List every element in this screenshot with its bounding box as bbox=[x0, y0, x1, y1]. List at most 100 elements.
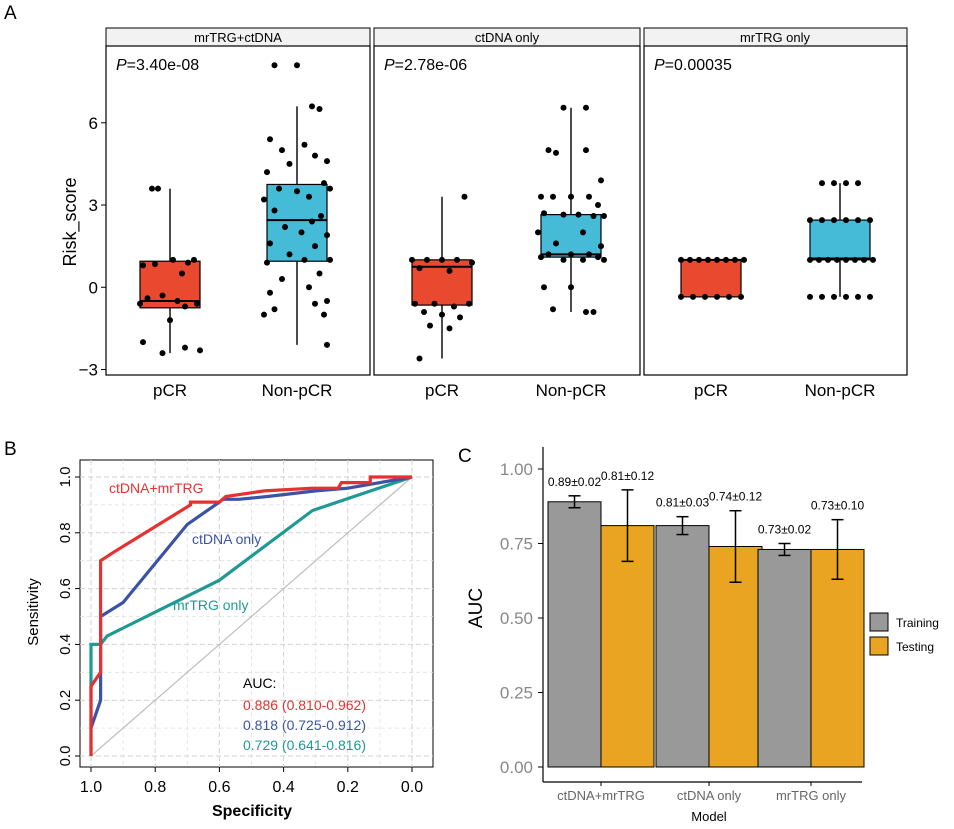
facet-1-pcr-point-14 bbox=[167, 317, 173, 324]
facet-2-nonpcr-point-15 bbox=[601, 212, 607, 219]
facet-2-nonpcr-point-12 bbox=[560, 211, 567, 218]
facet-1-nonpcr-point-36 bbox=[321, 311, 327, 318]
facet-2-nonpcr-point-5 bbox=[598, 177, 604, 184]
facet-3-pcr-point-10 bbox=[702, 293, 708, 300]
facet-1-pcr-point-4 bbox=[191, 256, 197, 263]
facet-1-nonpcr-point-4 bbox=[267, 136, 273, 143]
facet-1-nonpcr-point-15 bbox=[306, 193, 312, 200]
facet-1-nonpcr-point-28 bbox=[264, 259, 270, 266]
facet-1-pcr-point-8 bbox=[144, 295, 151, 302]
facet-2-pcr-point-0 bbox=[461, 193, 468, 200]
facet-1-nonpcr-point-1 bbox=[294, 62, 300, 69]
bar-training-0-label: 0.89±0.02 bbox=[548, 475, 602, 489]
facet-3-nonpcr-point-12 bbox=[825, 256, 831, 263]
facet-2-nonpcr-point-16 bbox=[535, 229, 541, 236]
bar-ytick-label-0: 0.00 bbox=[500, 758, 533, 777]
facet-3-pcr-point-13 bbox=[738, 293, 744, 300]
facet-1-nonpcr-point-29 bbox=[316, 270, 323, 277]
facet-2-nonpcr-point-18 bbox=[553, 240, 559, 247]
roc-curve-label-combo: ctDNA+mrTRG bbox=[109, 480, 204, 496]
facet-1-nonpcr-point-33 bbox=[324, 297, 330, 304]
facet-3-nonpcr-point-2 bbox=[843, 180, 849, 187]
bar-training-0 bbox=[547, 501, 602, 768]
facet-3-nonpcr-point-1 bbox=[831, 180, 837, 187]
bar-legend: Training Testing bbox=[869, 612, 939, 656]
facet-1-pcr-point-18 bbox=[197, 347, 203, 354]
facet-2-nonpcr-point-1 bbox=[583, 104, 589, 111]
bar-ytick-label-1: 0.25 bbox=[500, 684, 533, 703]
facet-1-nonpcr-point-16 bbox=[261, 196, 267, 203]
facet-3-nonpcr-point-20 bbox=[831, 293, 837, 300]
bar-training-1-label: 0.81±0.03 bbox=[656, 496, 710, 510]
bar-ticks: 0.00 0.25 0.50 0.75 1.00 ctDNA+mrTRG ctDNA onl… bbox=[500, 460, 847, 803]
facet-1-nonpcr-point-12 bbox=[327, 185, 333, 192]
facet-1-nonpcr-point-11 bbox=[321, 180, 327, 187]
facet-2-nonpcr-point-25 bbox=[560, 256, 567, 263]
facet-2-nonpcr-point-27 bbox=[601, 256, 607, 263]
bar-testing-0-label: 0.81±0.12 bbox=[601, 469, 655, 483]
facet-2-pcr-point-9 bbox=[431, 300, 438, 307]
facet-1-nonpcr-point-7 bbox=[312, 152, 318, 159]
facet-3-pcr-point-5 bbox=[723, 256, 729, 263]
a-ytick-label-0: −3 bbox=[79, 361, 98, 380]
facet-1-nonpcr-point-25 bbox=[286, 251, 293, 258]
facet-1-nonpcr-point-17 bbox=[271, 207, 278, 214]
facet-2-nonpcr-point-11 bbox=[541, 210, 547, 217]
facet-1-nonpcr-point-14 bbox=[294, 188, 300, 195]
facet-2-pcr-point-13 bbox=[439, 311, 445, 318]
boxplot-y-axis-label: Risk_score bbox=[60, 177, 81, 266]
facet-2-nonpcr-point-4 bbox=[553, 149, 559, 156]
facet-3-nonpcr-point-22 bbox=[855, 293, 861, 300]
boxplot-y-ticks: −3 0 3 6 bbox=[79, 114, 106, 380]
facet-3-nonpcr-point-13 bbox=[834, 256, 840, 263]
facet-2-xtick-nonpcr: Non-pCR bbox=[536, 381, 607, 400]
facet-3-nonpcr-point-3 bbox=[855, 180, 861, 187]
facet-2-nonpcr-point-6 bbox=[538, 193, 544, 200]
facet-1-nonpcr-point-10 bbox=[264, 169, 270, 176]
facet-1-nonpcr-point-20 bbox=[282, 223, 288, 230]
roc-grid bbox=[80, 460, 433, 767]
roc-xtick-label-2: 0.6 bbox=[208, 779, 230, 796]
facet-2-nonpcr-point-8 bbox=[586, 193, 592, 200]
facet-3: mrTRG only P=0.00035 pCR Non-pCR bbox=[643, 27, 908, 400]
facet-2-nonpcr-point-21 bbox=[568, 251, 574, 258]
facet-3-nonpcr-point-9 bbox=[867, 217, 873, 224]
facet-2-pcr-point-17 bbox=[416, 355, 423, 362]
auc-legend-mrtrg: 0.729 (0.641-0.816) bbox=[243, 737, 366, 753]
facet-2-pcr-point-12 bbox=[421, 308, 427, 315]
facet-3-nonpcr-point-19 bbox=[819, 293, 825, 300]
facet-1-pcr-point-9 bbox=[174, 297, 181, 304]
bar-x-axis-label: Model bbox=[691, 809, 727, 824]
facet-2-nonpcr-point-10 bbox=[595, 202, 601, 209]
facet-3-nonpcr-point-0 bbox=[819, 180, 825, 187]
facet-1-nonpcr-point-6 bbox=[301, 141, 308, 148]
facet-1-nonpcr-point-13 bbox=[276, 185, 282, 192]
facet-3-pcr-box bbox=[680, 259, 742, 298]
facet-3-nonpcr-point-6 bbox=[831, 217, 837, 224]
bar-testing-2 bbox=[810, 548, 865, 768]
facet-1-pcr-point-16 bbox=[159, 350, 166, 357]
facet-1-pcr-point-17 bbox=[182, 344, 188, 351]
facet-3-pcr-point-8 bbox=[678, 293, 684, 300]
facet-3-pcr-point-3 bbox=[705, 256, 711, 263]
facet-1: mrTRG+ctDNA P=3.40e-08 pCR Non-pCR bbox=[105, 27, 371, 400]
facet-3-nonpcr-box bbox=[809, 219, 871, 261]
facet-1-nonpcr-point-37 bbox=[261, 311, 267, 318]
facet-1-pcr-point-5 bbox=[140, 262, 146, 269]
facet-2-pcr-point-6 bbox=[416, 265, 423, 272]
facet-2-pcr-point-10 bbox=[451, 303, 457, 310]
legend-swatch-training bbox=[869, 612, 889, 632]
facet-3-nonpcr-point-14 bbox=[843, 256, 849, 263]
facet-3-pcr-point-2 bbox=[696, 256, 702, 263]
facet-1-nonpcr-point-5 bbox=[279, 147, 285, 154]
facet-1-nonpcr-point-32 bbox=[267, 289, 273, 296]
facet-2-nonpcr-point-29 bbox=[568, 284, 574, 291]
auc-legend-ctdna: 0.818 (0.725-0.912) bbox=[243, 717, 366, 733]
facet-3-p-value: P=0.00035 bbox=[654, 57, 732, 74]
auc-legend-title: AUC: bbox=[243, 675, 276, 691]
facet-1-nonpcr-point-3 bbox=[316, 106, 323, 113]
facet-3-nonpcr-point-7 bbox=[843, 217, 849, 224]
bar-testing-2-label: 0.73±0.10 bbox=[811, 499, 865, 513]
facet-2-pcr-point-16 bbox=[446, 325, 453, 332]
facet-2-p-value: P=2.78e-06 bbox=[384, 57, 467, 74]
